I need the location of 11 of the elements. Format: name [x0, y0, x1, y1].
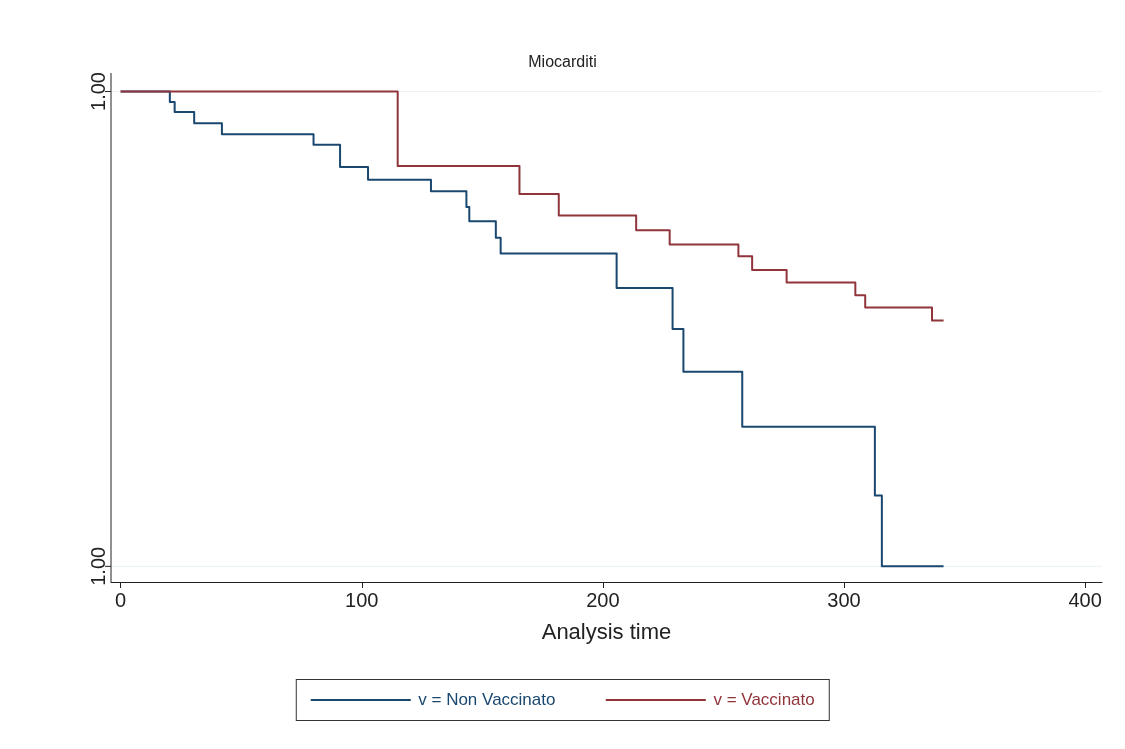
x-tick-label: 100 [345, 589, 379, 611]
x-tick-label: 300 [827, 589, 861, 611]
x-tick-label: 0 [115, 589, 127, 611]
x-axis-title: Analysis time [541, 618, 672, 644]
text: v = Vaccinato [713, 690, 815, 710]
text: 1.00 [87, 546, 109, 586]
text: 1.00 [87, 72, 109, 111]
x-tick-label: 400 [1068, 589, 1102, 611]
x-tick-label: 200 [586, 589, 620, 611]
text: v = Non Vaccinato [418, 690, 556, 710]
chart-title: Miocarditi [528, 52, 597, 70]
